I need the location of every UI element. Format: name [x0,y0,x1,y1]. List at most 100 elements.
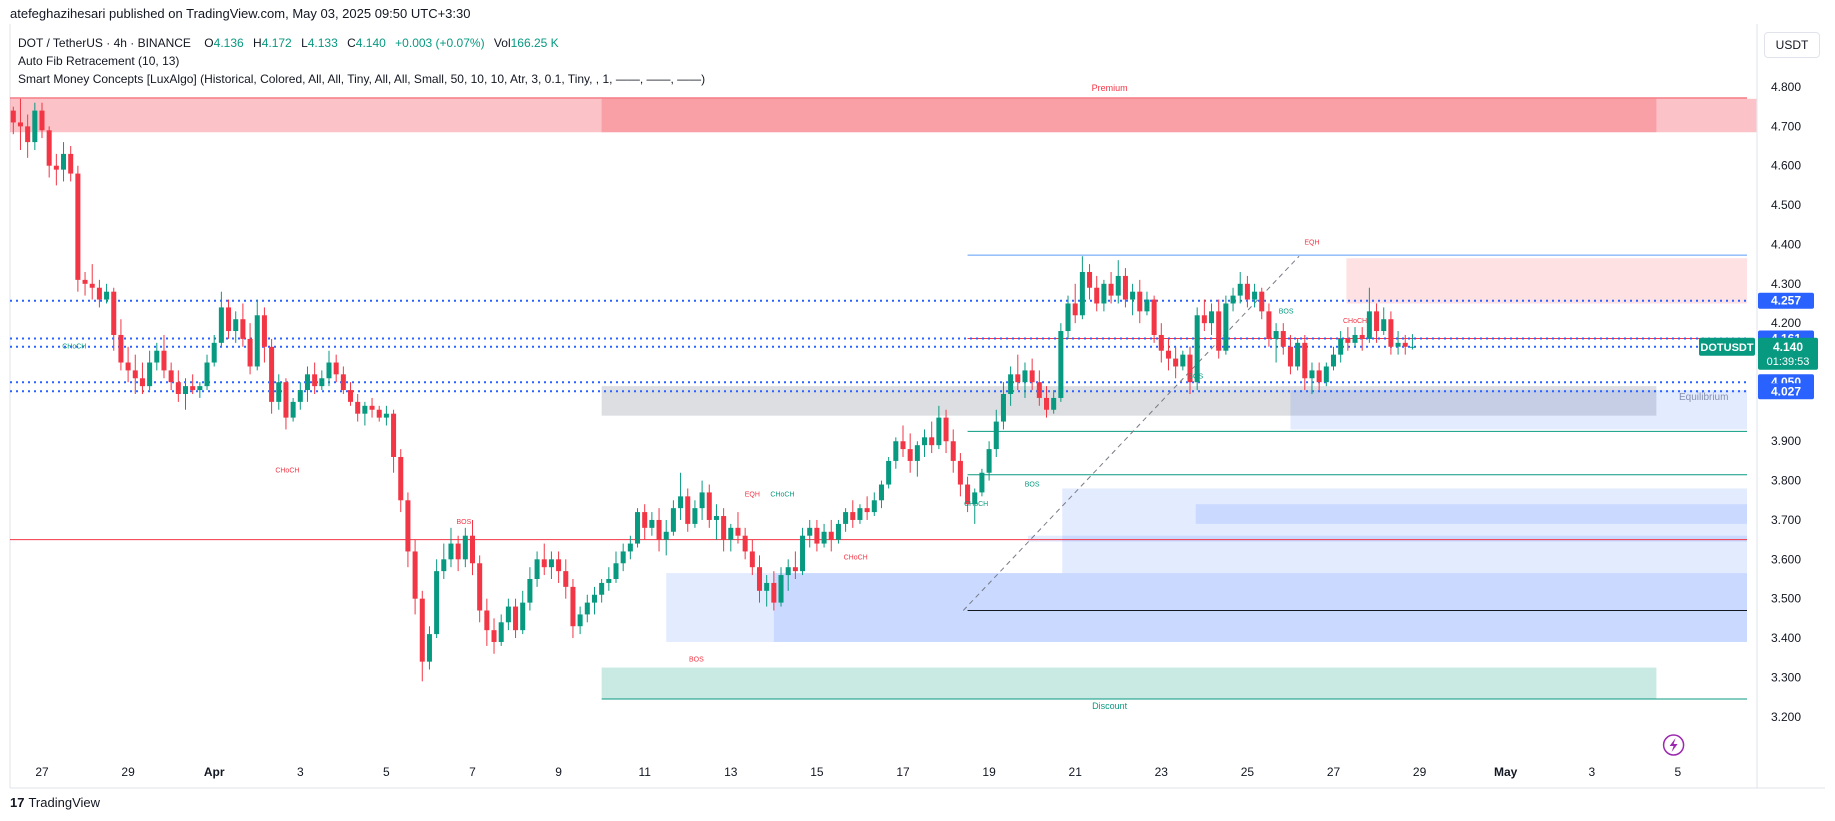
candle-body [1051,397,1057,410]
structure-label: CHoCH [275,468,299,475]
candle-body [1194,315,1200,383]
candle-body [800,535,806,572]
candle-body [161,350,167,371]
candle-body [620,551,626,564]
indicator-smc[interactable]: Smart Money Concepts [LuxAlgo] (Historic… [18,72,706,86]
candle-body [1295,342,1301,367]
candle-body [857,508,863,520]
candle-body [929,437,935,446]
candle-body [749,551,755,568]
currency-button[interactable]: USDT [1764,32,1820,58]
candle-body [1094,287,1100,304]
discount-zone [601,667,1657,700]
candle-body [893,441,899,461]
candle-body [1015,374,1021,383]
candle-body [828,531,834,540]
candle-body [1366,311,1372,339]
structure-label: EQH [1304,239,1319,246]
candle-body [434,571,440,635]
candle-body [190,386,196,391]
candle-body [247,338,253,367]
trend-line [962,255,1300,611]
symbol-label[interactable]: DOT / TetherUS · 4h · BINANCE [18,36,191,50]
candle-body [111,291,117,335]
candle-body [886,460,892,485]
lightning-icon [1662,734,1685,756]
ticker-tag-box [1699,337,1755,356]
y-tick-label: 3.800 [1771,474,1801,488]
candle-body [1008,374,1014,395]
high-label: H [253,36,262,50]
candle-body [348,390,354,402]
candle-body [706,492,712,520]
candle-body [570,586,576,627]
candle-body [1216,311,1222,351]
candle-body [10,110,16,123]
candle-body [312,374,318,387]
volume-value: 166.25 K [510,36,559,50]
candle-body [735,527,741,536]
candle-body [53,165,59,170]
candle-body [577,614,583,627]
candle-body [642,512,648,528]
candle-body [462,535,468,560]
x-tick-label: 27 [1327,765,1341,779]
candle-body [678,496,684,509]
candle-body [46,130,52,166]
order-block-0 [666,573,1747,642]
candle-body [491,630,497,642]
structure-label: CHoCH [964,501,988,508]
candle-body [548,559,554,568]
candle-body [792,567,798,572]
close-value: 4.140 [355,36,386,50]
candle-body [1036,382,1042,398]
price-tag-label: 4.027 [1771,384,1801,398]
high-value: 4.172 [261,36,292,50]
candle-body [1158,334,1164,351]
candle-body [1165,350,1171,359]
candle-body [383,413,389,418]
indicator-fib[interactable]: Auto Fib Retracement (10, 13) [18,54,180,68]
x-tick-label: 3 [297,765,304,779]
x-tick-label: 19 [982,765,996,779]
candle-body [1409,346,1415,348]
x-tick-label: 5 [1675,765,1682,779]
candle-body [599,582,605,595]
candle-body [1309,370,1315,379]
candle-body [721,516,727,540]
candle-body [1058,331,1064,398]
candle-body [591,594,597,603]
candle-body [520,602,526,631]
candle-body [326,362,332,379]
candle-body [269,346,275,402]
y-tick-label: 3.400 [1771,631,1801,645]
candle-body [1115,275,1121,296]
candle-body [1022,370,1028,383]
y-tick-label: 3.500 [1771,592,1801,606]
candle-body [1087,271,1093,288]
low-label: L [301,36,308,50]
candle-body [226,307,232,332]
candle-body [398,456,404,501]
candle-body [139,378,145,387]
candle-body [993,421,999,450]
structure-label: BOS [689,657,704,664]
candle-body [211,342,217,363]
candle-body [68,153,74,174]
price-tag-label: 4.257 [1771,294,1801,308]
y-tick-label: 3.200 [1771,710,1801,724]
candle-body [168,370,174,383]
candle-body [613,563,619,579]
structure-label: BOS [1025,482,1040,489]
candle-body [943,417,949,442]
candle-body [17,122,23,127]
candle-body [850,512,856,520]
candle-body [907,449,913,461]
candle-body [685,496,691,524]
candle-body [1079,271,1085,316]
candle-body [785,567,791,576]
structure-label: BOS [456,519,471,526]
candle-body [670,508,676,532]
structure-label: BOS [1279,308,1294,315]
